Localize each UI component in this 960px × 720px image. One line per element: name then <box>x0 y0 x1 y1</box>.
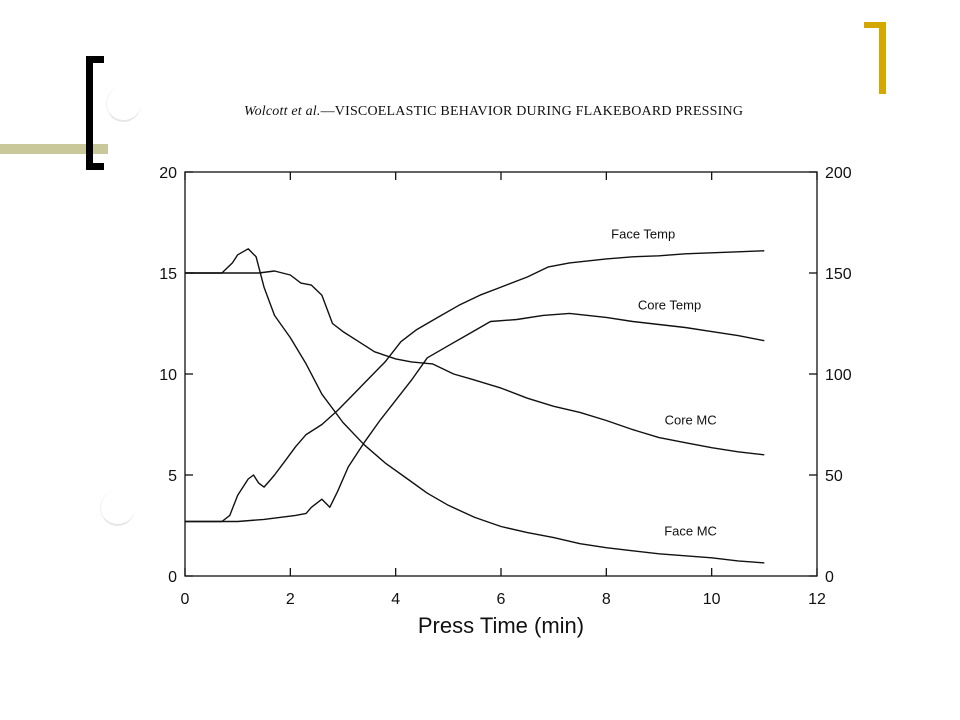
y-right-tick-label-0: 0 <box>825 569 834 586</box>
paper-header: Wolcott et al.—VISCOELASTIC BEHAVIOR DUR… <box>244 104 743 120</box>
x-tick-label-5: 10 <box>703 591 721 608</box>
x-tick-label-4: 8 <box>602 591 611 608</box>
x-axis-title: Press Time (min) <box>418 613 584 638</box>
x-tick-label-2: 4 <box>391 591 400 608</box>
y-left-tick-label-0: 0 <box>168 569 177 586</box>
header-title: VISCOELASTIC BEHAVIOR DURING FLAKEBOARD … <box>334 104 744 119</box>
left-bracket-decoration <box>86 56 104 170</box>
decorative-bar <box>0 144 108 154</box>
series-line-core-mc <box>185 270 765 456</box>
series-label-face-mc: Face MC <box>664 524 717 539</box>
header-authors: Wolcott et al. <box>244 104 321 119</box>
series-label-face-temp: Face Temp <box>611 227 675 242</box>
plot-frame <box>184 171 818 577</box>
y-right-tick-label-1: 50 <box>825 468 843 485</box>
series-line-face-temp <box>185 250 765 523</box>
series-label-core-mc: Core MC <box>665 413 717 428</box>
axis-ticks <box>184 171 818 577</box>
y-left-tick-label-2: 10 <box>159 367 177 384</box>
series-line-face-mc <box>185 248 765 564</box>
right-bracket-decoration <box>864 22 886 94</box>
series-labels: Face Temp Core Temp Core MC Face MC <box>611 227 717 539</box>
y-left-tick-label-1: 5 <box>168 468 177 485</box>
header-separator: — <box>320 104 335 119</box>
y-right-tick-label-3: 150 <box>825 266 852 283</box>
series-line-core-temp <box>185 312 765 523</box>
y-left-tick-label-3: 15 <box>159 266 177 283</box>
x-tick-label-1: 2 <box>286 591 295 608</box>
y-left-tick-label-4: 20 <box>159 165 177 182</box>
series-label-core-temp: Core Temp <box>638 297 701 312</box>
y-right-tick-label-2: 100 <box>825 367 852 384</box>
y-right-tick-label-4: 200 <box>825 165 852 182</box>
decorative-arc-bottom <box>100 490 135 526</box>
series-lines <box>185 248 765 564</box>
decorative-arc-top <box>106 86 141 122</box>
x-tick-label-3: 6 <box>497 591 506 608</box>
x-tick-label-0: 0 <box>181 591 190 608</box>
x-tick-label-6: 12 <box>808 591 826 608</box>
